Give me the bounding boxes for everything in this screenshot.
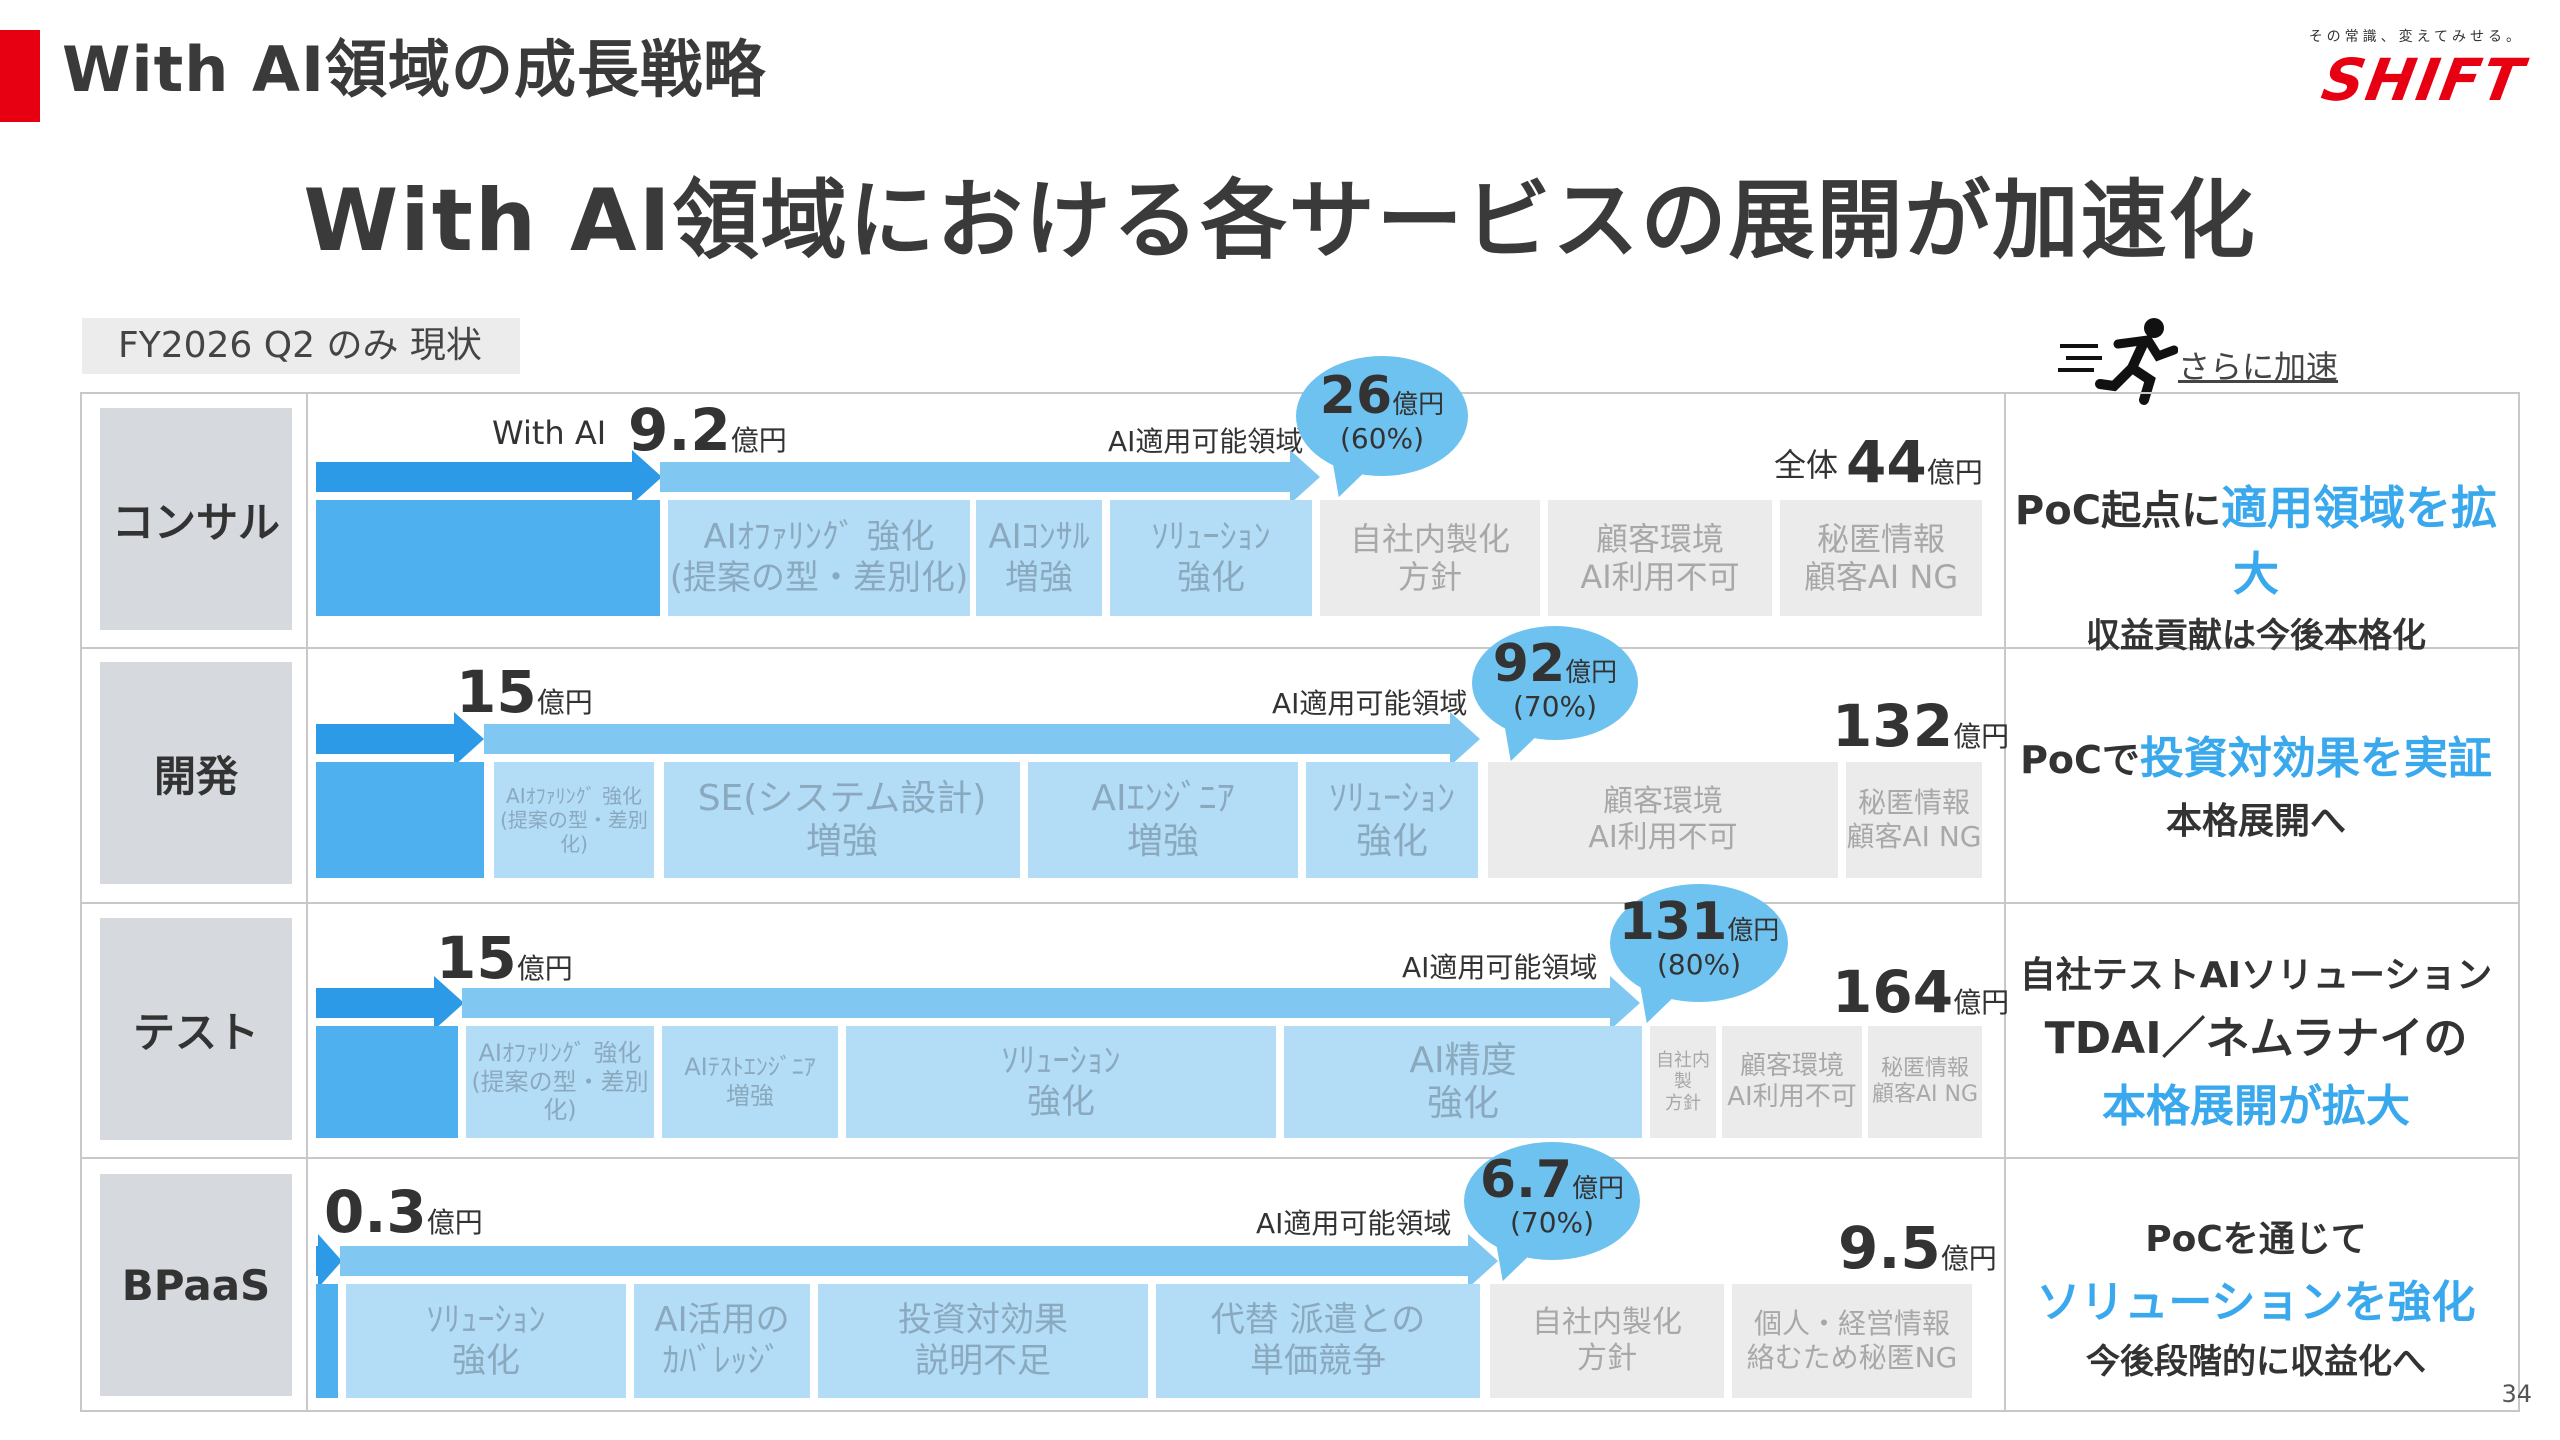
main-title: With AI領域における各サービスの展開が加速化 — [303, 171, 2257, 271]
current-revenue-bar — [316, 1284, 338, 1398]
constraint-block: 自社内製 方針 — [1650, 1026, 1716, 1138]
page-number: 34 — [2501, 1380, 2532, 1408]
accelerate-label-group: さらに加速 — [2058, 316, 2339, 405]
applicable-arrow — [660, 450, 1320, 504]
applicable-arrow — [484, 712, 1484, 766]
applicable-revenue-bubble: 26億円 (60%) — [1296, 356, 1468, 476]
strategy-block: SE(システム設計) 増強 — [664, 762, 1020, 878]
current-arrow — [316, 1234, 346, 1288]
constraint-block: 個人・経営情報 絡むため秘匿NG — [1732, 1284, 1972, 1398]
strategy-block: 代替 派遣との 単価競争 — [1156, 1284, 1480, 1398]
constraint-block: 自社内製化 方針 — [1490, 1284, 1724, 1398]
total-revenue-development: 132億円 — [1832, 692, 2010, 760]
current-revenue-bar — [316, 1026, 458, 1138]
applicable-area-label: AI適用可能領域 — [1256, 1207, 1452, 1240]
strategy-block: AIｵﾌｧﾘﾝｸﾞ 強化 (提案の型・差別化) — [466, 1026, 654, 1138]
strategy-block: ｿﾘｭｰｼｮﾝ 強化 — [346, 1284, 626, 1398]
period-tag: FY2026 Q2 のみ 現状 — [82, 318, 520, 374]
constraint-block: 顧客環境 AI利用不可 — [1548, 500, 1772, 616]
strategy-block: AIﾃｽﾄｴﾝｼﾞﾆｱ 増強 — [662, 1026, 838, 1138]
applicable-area-label: AI適用可能領域 — [1272, 687, 1468, 720]
constraint-block: 秘匿情報 顧客AI NG — [1868, 1026, 1982, 1138]
strategy-block: ｿﾘｭｰｼｮﾝ 強化 — [1110, 500, 1312, 616]
summary-testing: 自社テストAIソリューション TDAI／ネムラナイの 本格展開が拡大 — [2019, 955, 2493, 1132]
shift-logo: その常識、変えてみせる。 SHIFT — [2284, 26, 2530, 116]
constraint-block: 顧客環境 AI利用不可 — [1722, 1026, 1862, 1138]
strategy-block: 投資対効果 説明不足 — [818, 1284, 1148, 1398]
strategy-block: ｿﾘｭｰｼｮﾝ 強化 — [1306, 762, 1478, 878]
current-arrow — [316, 450, 662, 504]
current-revenue-bpaas: 0.3億円 — [324, 1178, 483, 1246]
with-ai-label: With AI — [492, 414, 607, 452]
constraint-block: 秘匿情報 顧客AI NG — [1780, 500, 1982, 616]
applicable-area-label: AI適用可能領域 — [1108, 425, 1304, 458]
constraint-block: 秘匿情報 顧客AI NG — [1846, 762, 1982, 878]
total-revenue-bpaas: 9.5億円 — [1838, 1214, 1997, 1282]
strategy-block: AI精度 強化 — [1284, 1026, 1642, 1138]
summary-bpaas: PoCを通じて ソリューションを強化 今後段階的に収益化へ — [2036, 1219, 2476, 1382]
strategy-block: AI活用の ｶﾊﾞﾚｯｼﾞ — [634, 1284, 810, 1398]
row-divider — [80, 1157, 2520, 1159]
current-revenue-consulting: 9.2億円 — [628, 396, 787, 464]
running-person-icon — [2058, 318, 2178, 405]
header-accent-bar — [0, 30, 40, 122]
constraint-block: 自社内製化 方針 — [1320, 500, 1540, 616]
current-revenue-bar — [316, 500, 660, 616]
total-prefix: 全体 — [1774, 446, 1839, 484]
summary-consulting: PoC起点に適用領域を拡大 収益貢献は今後本格化 — [2014, 481, 2498, 656]
applicable-arrow — [462, 976, 1642, 1030]
accelerate-label: さらに加速 — [2178, 348, 2339, 386]
summary-development: PoCで投資対効果を実証 本格展開へ — [2020, 733, 2492, 842]
strategy-block: ｿﾘｭｰｼｮﾝ 強化 — [846, 1026, 1276, 1138]
total-revenue-testing: 164億円 — [1832, 958, 2010, 1026]
applicable-area-label: AI適用可能領域 — [1402, 951, 1598, 984]
logo-wordmark: SHIFT — [2316, 46, 2530, 114]
logo-tagline: その常識、変えてみせる。 — [2308, 29, 2524, 45]
constraint-block: 顧客環境 AI利用不可 — [1488, 762, 1838, 878]
strategy-block: AIｵﾌｧﾘﾝｸﾞ 強化 (提案の型・差別化) — [668, 500, 970, 616]
current-arrow — [316, 712, 486, 766]
strategy-block: AIｵﾌｧﾘﾝｸﾞ 強化 (提案の型・差別化) — [494, 762, 654, 878]
row-label-consulting: コンサル — [100, 408, 292, 630]
page-header-title: With AI領域の成長戦略 — [62, 33, 767, 106]
strategy-block: AIｺﾝｻﾙ 増強 — [976, 500, 1102, 616]
applicable-arrow — [340, 1234, 1500, 1288]
row-divider — [80, 647, 2520, 649]
row-divider — [80, 902, 2520, 904]
current-arrow — [316, 976, 466, 1030]
applicable-revenue-bubble: 92億円 (70%) — [1472, 626, 1638, 740]
total-revenue-consulting: 44億円 — [1846, 428, 1983, 496]
row-label-bpaas: BPaaS — [100, 1174, 292, 1396]
row-label-testing: テスト — [100, 918, 292, 1140]
strategy-block: AIｴﾝｼﾞﾆｱ 増強 — [1028, 762, 1298, 878]
current-revenue-bar — [316, 762, 484, 878]
row-label-development: 開発 — [100, 662, 292, 884]
